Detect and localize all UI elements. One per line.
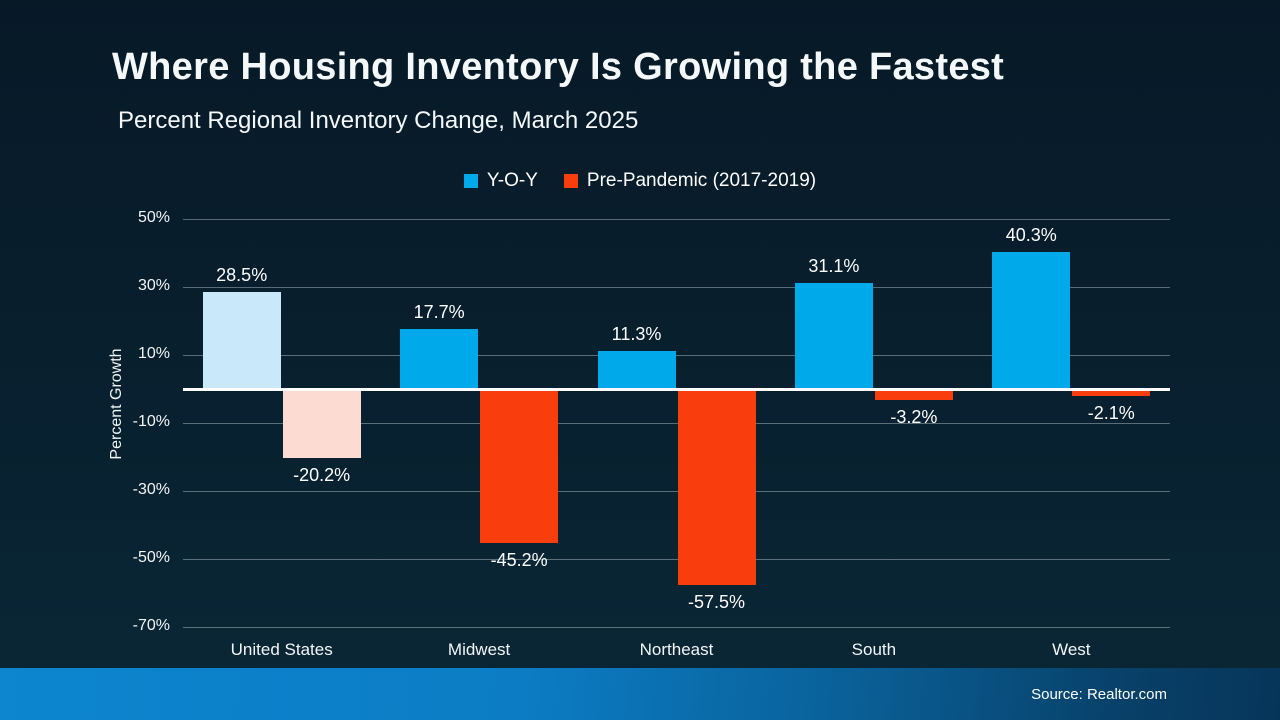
bar-prepandemic <box>677 389 756 585</box>
y-tick-label: 30% <box>137 277 170 294</box>
legend-label-yoy: Y-O-Y <box>486 170 538 191</box>
y-tick-label: -30% <box>132 481 170 498</box>
bar-value-label: 17.7% <box>413 301 465 322</box>
bar-value-label: 28.5% <box>216 265 268 286</box>
source-credit: Source: Realtor.com <box>1031 685 1167 703</box>
zero-baseline <box>183 388 1170 391</box>
bar-value-label: -45.2% <box>490 549 548 570</box>
legend-swatch-yoy-icon <box>463 174 478 188</box>
bar-yoy <box>597 350 676 389</box>
category-label: West <box>1052 640 1091 659</box>
bar-yoy <box>202 292 281 389</box>
legend-label-prepandemic: Pre-Pandemic (2017-2019) <box>586 170 817 191</box>
legend-item-prepandemic: Pre-Pandemic (2017-2019) <box>563 170 817 192</box>
legend-swatch-prepandemic-icon <box>563 174 578 188</box>
bar-value-label: 31.1% <box>808 256 860 277</box>
bar-value-label: -20.2% <box>293 464 351 485</box>
bar-value-label: -57.5% <box>687 591 746 612</box>
bar-yoy <box>794 283 873 389</box>
bar-prepandemic <box>874 389 953 400</box>
category-label: Northeast <box>639 640 714 659</box>
gridline <box>183 355 1170 356</box>
bar-yoy <box>400 328 479 389</box>
bar-prepandemic <box>1072 389 1151 397</box>
y-axis-label: Percent Growth <box>108 348 125 460</box>
gridline <box>183 287 1170 288</box>
bar-value-label: -3.2% <box>890 406 938 427</box>
y-tick-label: 10% <box>137 345 170 362</box>
bar-prepandemic <box>480 389 559 543</box>
bottom-banner: Source: Realtor.com <box>0 668 1280 720</box>
y-tick-label: -50% <box>132 549 170 566</box>
gridline <box>183 627 1170 628</box>
gridline <box>183 423 1170 424</box>
y-tick-label: -70% <box>132 617 170 634</box>
category-label: South <box>851 640 897 659</box>
legend-item-yoy: Y-O-Y <box>463 170 538 192</box>
chart-subtitle: Percent Regional Inventory Change, March… <box>118 107 639 134</box>
chart-title: Where Housing Inventory Is Growing the F… <box>112 46 1005 88</box>
category-label: Midwest <box>447 640 511 659</box>
bar-yoy <box>992 251 1071 389</box>
bar-value-label: -2.1% <box>1087 403 1135 424</box>
chart-legend: Y-O-Y Pre-Pandemic (2017-2019) <box>0 170 1280 192</box>
gridline <box>183 491 1170 492</box>
category-label: United States <box>230 640 333 659</box>
bar-value-label: 40.3% <box>1005 224 1057 245</box>
y-tick-label: -10% <box>132 413 170 430</box>
gridline <box>183 559 1170 560</box>
y-tick-label: 50% <box>137 209 170 226</box>
bar-value-label: 11.3% <box>611 323 662 344</box>
gridline <box>183 219 1170 220</box>
bar-prepandemic <box>282 389 361 458</box>
